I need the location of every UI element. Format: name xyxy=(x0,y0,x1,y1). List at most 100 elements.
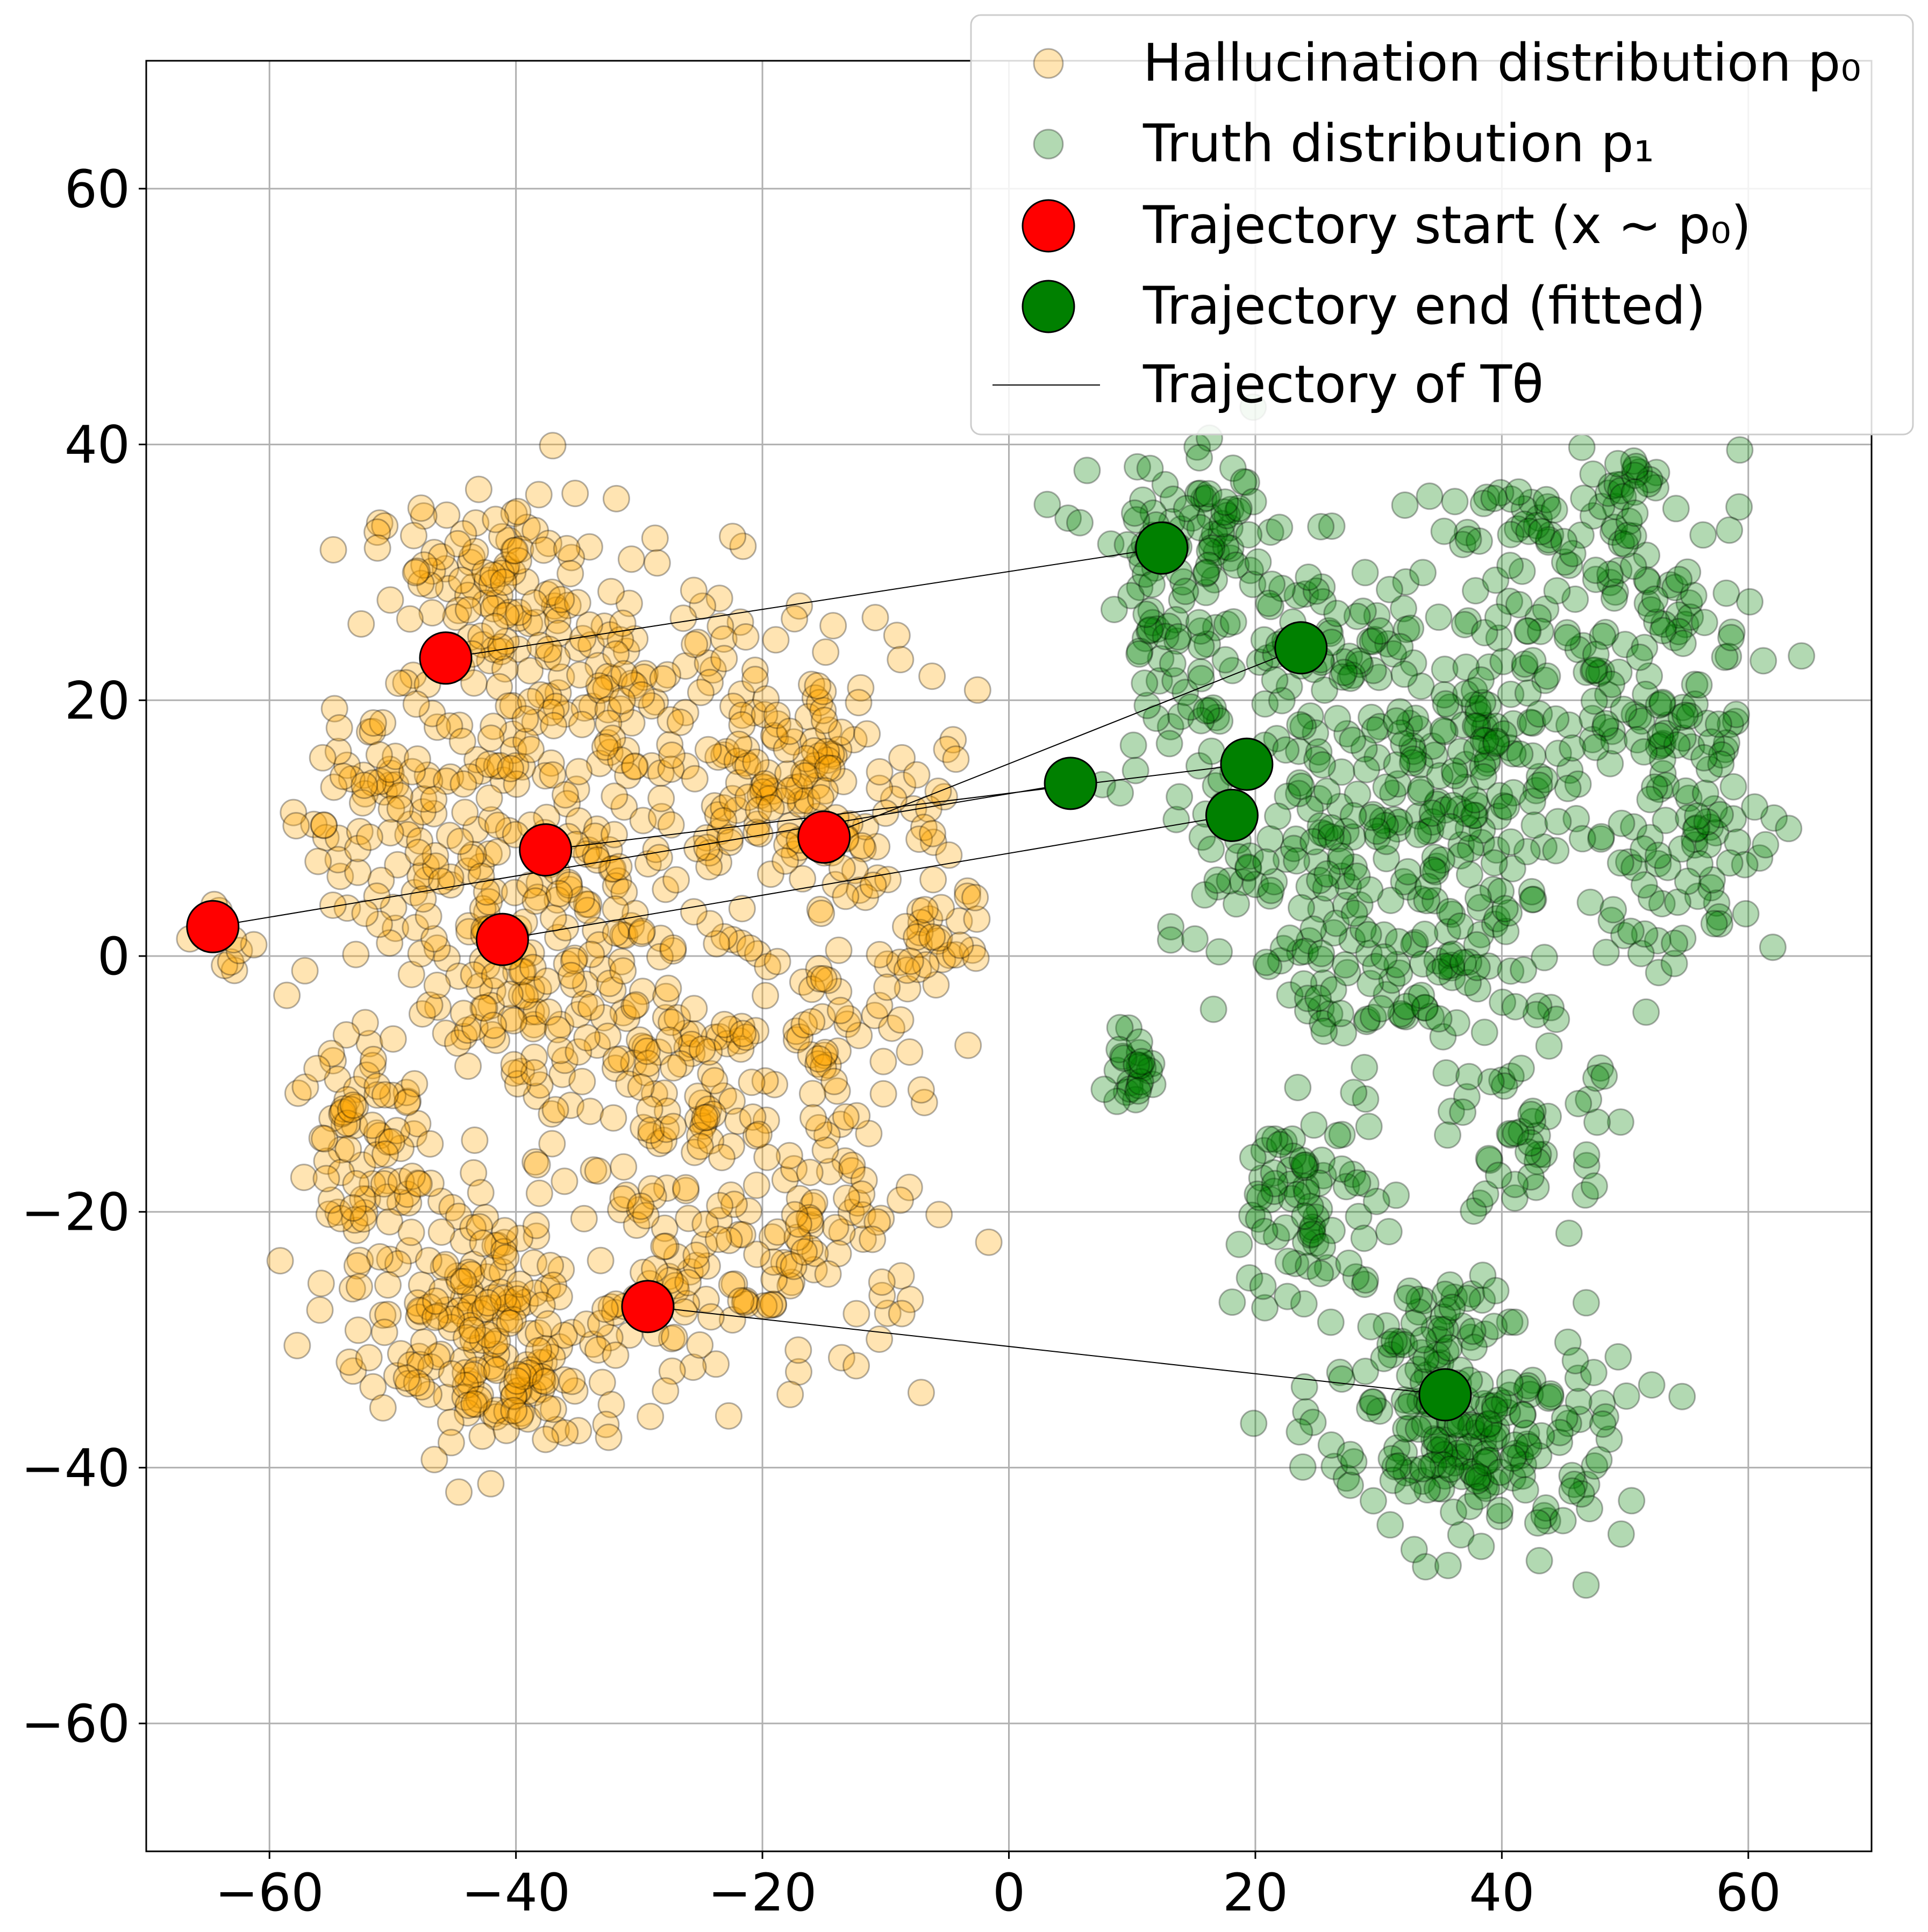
truth-point xyxy=(1342,1263,1370,1291)
hallucination-point xyxy=(733,736,761,763)
hallucination-point xyxy=(348,1151,376,1179)
hallucination-point xyxy=(427,543,455,571)
truth-point xyxy=(1420,1315,1448,1343)
hallucination-point xyxy=(542,596,570,624)
truth-point xyxy=(1499,779,1527,807)
truth-point xyxy=(1338,926,1366,954)
hallucination-point xyxy=(482,1317,510,1345)
hallucination-point xyxy=(363,882,391,910)
hallucination-point xyxy=(511,983,539,1010)
hallucination-point xyxy=(404,1289,432,1317)
hallucination-point xyxy=(899,795,927,823)
truth-point xyxy=(1609,470,1636,498)
hallucination-point xyxy=(387,1167,415,1195)
hallucination-point xyxy=(622,991,650,1019)
truth-point xyxy=(1487,878,1515,905)
hallucination-point xyxy=(798,1080,826,1108)
hallucination-point xyxy=(682,1242,710,1269)
truth-point xyxy=(1190,485,1218,513)
hallucination-point xyxy=(525,1179,553,1207)
hallucination-point xyxy=(372,1140,399,1168)
hallucination-point xyxy=(487,559,515,587)
truth-point xyxy=(1465,1463,1493,1491)
hallucination-point xyxy=(776,717,804,745)
truth-point xyxy=(1305,738,1333,766)
truth-point xyxy=(1608,809,1636,837)
hallucination-point xyxy=(469,1229,497,1257)
truth-point xyxy=(1426,1436,1454,1464)
truth-point xyxy=(1716,849,1744,877)
truth-point xyxy=(1472,1440,1499,1468)
truth-point xyxy=(1645,691,1673,719)
truth-point xyxy=(1526,617,1554,645)
truth-point xyxy=(1413,818,1441,846)
truth-point xyxy=(1423,1474,1451,1502)
hallucination-point xyxy=(852,813,880,840)
truth-point xyxy=(1686,850,1714,878)
hallucination-point xyxy=(351,1009,379,1037)
hallucination-point xyxy=(490,1238,518,1266)
hallucination-point xyxy=(312,824,340,852)
hallucination-point xyxy=(437,763,465,791)
truth-point xyxy=(1151,470,1179,498)
truth-point xyxy=(1267,947,1295,975)
y-tick-label: −20 xyxy=(21,1182,130,1243)
hallucination-point xyxy=(384,851,412,879)
hallucination-point xyxy=(805,954,833,982)
hallucination-point xyxy=(844,1189,872,1217)
hallucination-point xyxy=(609,1185,637,1213)
truth-point xyxy=(1313,1254,1341,1282)
truth-point xyxy=(1318,1216,1346,1244)
hallucination-point xyxy=(416,572,444,600)
truth-point xyxy=(1436,1271,1464,1299)
hallucination-point xyxy=(638,752,666,780)
truth-point xyxy=(1272,845,1300,873)
hallucination-point xyxy=(564,635,592,662)
hallucination-point xyxy=(583,1031,611,1059)
truth-point xyxy=(1531,766,1559,794)
hallucination-point xyxy=(612,1181,640,1209)
hallucination-point xyxy=(564,1001,592,1029)
truth-point xyxy=(1358,803,1386,831)
hallucination-point xyxy=(445,1202,473,1230)
truth-point xyxy=(1648,690,1676,718)
truth-point xyxy=(1519,1097,1547,1125)
truth-point xyxy=(1365,664,1393,691)
trajectory-line xyxy=(824,647,1302,838)
hallucination-point xyxy=(692,1286,720,1313)
hallucination-point xyxy=(809,1053,837,1081)
hallucination-point xyxy=(710,1082,738,1110)
hallucination-point xyxy=(848,832,876,860)
hallucination-point xyxy=(896,947,924,975)
hallucination-point xyxy=(324,1065,352,1093)
truth-point xyxy=(1257,876,1285,904)
hallucination-point xyxy=(809,678,837,705)
truth-point xyxy=(1475,653,1503,681)
hallucination-point xyxy=(849,1225,877,1253)
truth-point xyxy=(1425,603,1453,631)
hallucination-point xyxy=(790,759,818,787)
hallucination-point xyxy=(600,665,628,693)
truth-point xyxy=(1351,1271,1379,1298)
truth-point xyxy=(1418,799,1446,827)
truth-point xyxy=(1573,1141,1601,1169)
truth-point xyxy=(1594,681,1622,709)
hallucination-point xyxy=(369,1394,397,1422)
truth-point xyxy=(1408,981,1436,1009)
hallucination-point xyxy=(632,1059,660,1087)
truth-point xyxy=(1382,707,1410,735)
truth-point xyxy=(1390,1386,1418,1414)
truth-point xyxy=(1697,728,1725,756)
hallucination-point xyxy=(782,1026,810,1054)
truth-point xyxy=(1579,657,1607,685)
truth-point xyxy=(1109,1043,1137,1070)
hallucination-point xyxy=(653,1174,681,1202)
hallucination-point xyxy=(363,534,391,562)
hallucination-point xyxy=(723,796,751,824)
truth-point xyxy=(1399,737,1427,765)
truth-point xyxy=(1139,609,1167,637)
truth-point xyxy=(1530,833,1558,861)
truth-point xyxy=(1349,915,1377,943)
hallucination-point xyxy=(475,751,503,778)
truth-point xyxy=(1324,704,1351,732)
